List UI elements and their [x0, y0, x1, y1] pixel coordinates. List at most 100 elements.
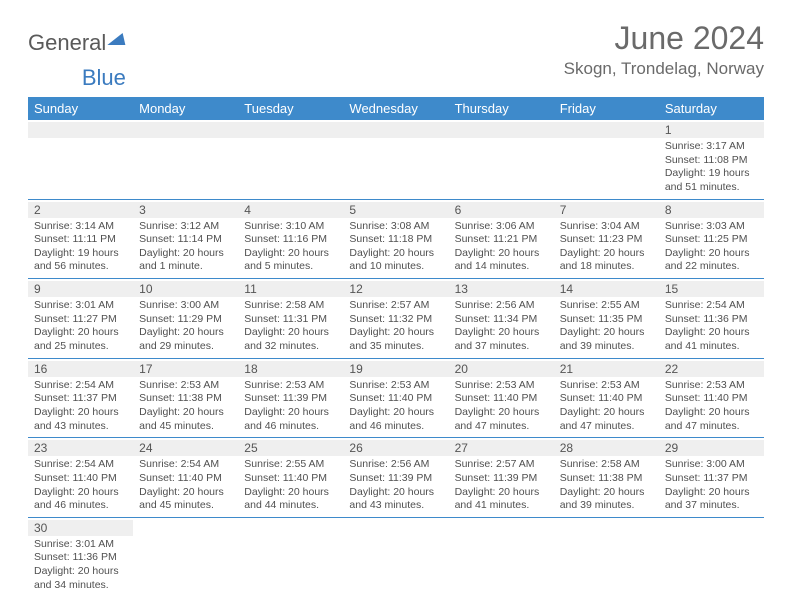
day-number: 6 — [449, 202, 554, 218]
detail-line: Sunset: 11:40 PM — [244, 472, 337, 486]
detail-line: Sunset: 11:39 PM — [244, 392, 337, 406]
detail-line: Daylight: 19 hours — [665, 167, 758, 181]
detail-line: Sunset: 11:18 PM — [349, 233, 442, 247]
detail-line: Sunset: 11:11 PM — [34, 233, 127, 247]
logo: General — [28, 20, 126, 56]
logo-main: General — [28, 30, 106, 56]
calendar-cell: 28Sunrise: 2:58 AMSunset: 11:38 PMDaylig… — [554, 438, 659, 518]
detail-line: and 41 minutes. — [455, 499, 548, 513]
detail-line: Sunrise: 3:08 AM — [349, 220, 442, 234]
detail-line: Sunrise: 3:10 AM — [244, 220, 337, 234]
day-details: Sunrise: 2:56 AMSunset: 11:39 PMDaylight… — [349, 458, 442, 513]
calendar-cell — [659, 517, 764, 596]
detail-line: Sunset: 11:34 PM — [455, 313, 548, 327]
detail-line: Sunrise: 3:06 AM — [455, 220, 548, 234]
detail-line: and 37 minutes. — [455, 340, 548, 354]
detail-line: Sunrise: 2:54 AM — [665, 299, 758, 313]
detail-line: and 46 minutes. — [34, 499, 127, 513]
detail-line: Daylight: 20 hours — [34, 326, 127, 340]
day-number: 15 — [659, 281, 764, 297]
day-details: Sunrise: 3:08 AMSunset: 11:18 PMDaylight… — [349, 220, 442, 275]
detail-line: Daylight: 20 hours — [244, 247, 337, 261]
logo-accent: Blue — [82, 65, 126, 90]
detail-line: Sunset: 11:40 PM — [455, 392, 548, 406]
calendar-cell: 13Sunrise: 2:56 AMSunset: 11:34 PMDaylig… — [449, 279, 554, 359]
calendar-cell — [554, 517, 659, 596]
detail-line: and 10 minutes. — [349, 260, 442, 274]
detail-line: Daylight: 19 hours — [34, 247, 127, 261]
detail-line: Daylight: 20 hours — [665, 486, 758, 500]
detail-line: and 34 minutes. — [34, 579, 127, 593]
calendar-head: SundayMondayTuesdayWednesdayThursdayFrid… — [28, 97, 764, 120]
detail-line: Sunset: 11:36 PM — [665, 313, 758, 327]
calendar-cell: 29Sunrise: 3:00 AMSunset: 11:37 PMDaylig… — [659, 438, 764, 518]
day-details: Sunrise: 2:58 AMSunset: 11:38 PMDaylight… — [560, 458, 653, 513]
detail-line: and 5 minutes. — [244, 260, 337, 274]
detail-line: Daylight: 20 hours — [139, 486, 232, 500]
day-number: 20 — [449, 361, 554, 377]
detail-line: Sunset: 11:40 PM — [34, 472, 127, 486]
day-number: 2 — [28, 202, 133, 218]
detail-line: and 32 minutes. — [244, 340, 337, 354]
day-number: 12 — [343, 281, 448, 297]
detail-line: Sunrise: 2:58 AM — [244, 299, 337, 313]
detail-line: Sunset: 11:14 PM — [139, 233, 232, 247]
day-details: Sunrise: 2:56 AMSunset: 11:34 PMDaylight… — [455, 299, 548, 354]
day-details: Sunrise: 3:01 AMSunset: 11:36 PMDaylight… — [34, 538, 127, 593]
day-details: Sunrise: 2:58 AMSunset: 11:31 PMDaylight… — [244, 299, 337, 354]
detail-line: Sunset: 11:37 PM — [34, 392, 127, 406]
detail-line: and 46 minutes. — [349, 420, 442, 434]
day-number: 26 — [343, 440, 448, 456]
calendar-cell — [449, 517, 554, 596]
detail-line: and 22 minutes. — [665, 260, 758, 274]
detail-line: Sunrise: 2:57 AM — [455, 458, 548, 472]
detail-line: and 35 minutes. — [349, 340, 442, 354]
day-details: Sunrise: 3:06 AMSunset: 11:21 PMDaylight… — [455, 220, 548, 275]
detail-line: Daylight: 20 hours — [244, 406, 337, 420]
detail-line: Sunrise: 2:57 AM — [349, 299, 442, 313]
day-details: Sunrise: 2:55 AMSunset: 11:35 PMDaylight… — [560, 299, 653, 354]
detail-line: and 29 minutes. — [139, 340, 232, 354]
calendar-cell: 4Sunrise: 3:10 AMSunset: 11:16 PMDayligh… — [238, 199, 343, 279]
calendar-cell — [343, 517, 448, 596]
detail-line: and 43 minutes. — [349, 499, 442, 513]
day-details: Sunrise: 2:54 AMSunset: 11:40 PMDaylight… — [139, 458, 232, 513]
day-details: Sunrise: 3:14 AMSunset: 11:11 PMDaylight… — [34, 220, 127, 275]
calendar-cell — [133, 517, 238, 596]
detail-line: and 39 minutes. — [560, 340, 653, 354]
detail-line: Sunrise: 2:58 AM — [560, 458, 653, 472]
detail-line: Sunrise: 3:01 AM — [34, 538, 127, 552]
detail-line: Daylight: 20 hours — [34, 565, 127, 579]
detail-line: Sunrise: 2:55 AM — [244, 458, 337, 472]
detail-line: Sunrise: 2:53 AM — [139, 379, 232, 393]
calendar-cell: 11Sunrise: 2:58 AMSunset: 11:31 PMDaylig… — [238, 279, 343, 359]
detail-line: Sunrise: 2:56 AM — [349, 458, 442, 472]
detail-line: Daylight: 20 hours — [139, 406, 232, 420]
calendar-row: 1Sunrise: 3:17 AMSunset: 11:08 PMDayligh… — [28, 120, 764, 199]
calendar-row: 30 Sunrise: 3:01 AMSunset: 11:36 PMDaylig… — [28, 517, 764, 596]
detail-line: Sunset: 11:25 PM — [665, 233, 758, 247]
day-number: 30 — [28, 520, 133, 536]
calendar-cell: 22Sunrise: 2:53 AMSunset: 11:40 PMDaylig… — [659, 358, 764, 438]
detail-line: Sunrise: 3:12 AM — [139, 220, 232, 234]
day-details: Sunrise: 3:12 AMSunset: 11:14 PMDaylight… — [139, 220, 232, 275]
detail-line: Sunrise: 2:56 AM — [455, 299, 548, 313]
day-details: Sunrise: 2:57 AMSunset: 11:39 PMDaylight… — [455, 458, 548, 513]
calendar-cell: 30 Sunrise: 3:01 AMSunset: 11:36 PMDaylig… — [28, 517, 133, 596]
weekday-header: Thursday — [449, 97, 554, 120]
calendar-row: 2 Sunrise: 3:14 AMSunset: 11:11 PMDayligh… — [28, 199, 764, 279]
detail-line: Daylight: 20 hours — [349, 247, 442, 261]
detail-line: and 25 minutes. — [34, 340, 127, 354]
day-number: 8 — [659, 202, 764, 218]
day-number: 29 — [659, 440, 764, 456]
detail-line: and 39 minutes. — [560, 499, 653, 513]
day-number: 9 — [28, 281, 133, 297]
detail-line: Sunset: 11:38 PM — [560, 472, 653, 486]
day-number: 7 — [554, 202, 659, 218]
detail-line: Sunset: 11:40 PM — [560, 392, 653, 406]
detail-line: Sunrise: 3:00 AM — [665, 458, 758, 472]
calendar-cell: 10Sunrise: 3:00 AMSunset: 11:29 PMDaylig… — [133, 279, 238, 359]
detail-line: Daylight: 20 hours — [455, 406, 548, 420]
detail-line: Sunset: 11:35 PM — [560, 313, 653, 327]
daynum-empty — [554, 122, 659, 138]
